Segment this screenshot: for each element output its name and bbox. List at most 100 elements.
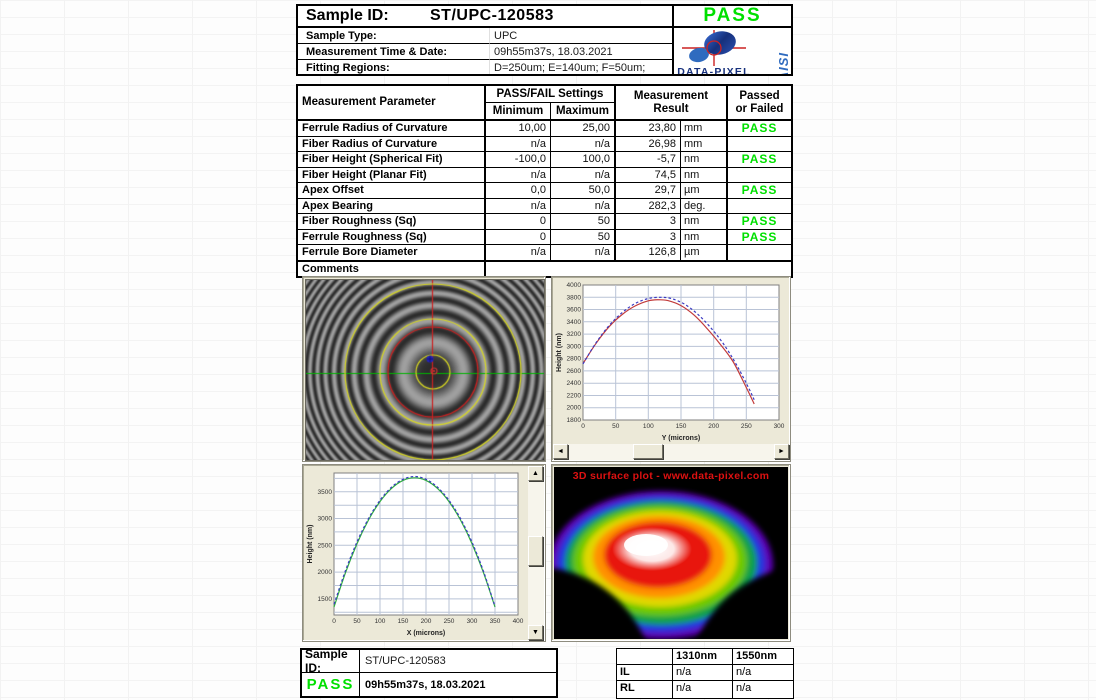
- svg-text:0: 0: [332, 618, 336, 625]
- svg-text:X (microns): X (microns): [407, 630, 446, 637]
- footer-sample-box: Sample ID: ST/UPC-120583 PASS 09h55m37s,…: [300, 647, 558, 698]
- table-row: Fiber Height (Spherical Fit) -100,0 100,…: [298, 152, 791, 168]
- scroll-left-button[interactable]: ◄: [553, 444, 568, 459]
- svg-text:3200: 3200: [567, 331, 582, 338]
- il-1310-value: n/a: [673, 665, 733, 681]
- svg-text:2000: 2000: [318, 569, 333, 576]
- svg-text:3800: 3800: [567, 294, 582, 301]
- table-row: Fiber Radius of Curvature n/a n/a 26,98 …: [298, 136, 791, 152]
- svg-text:200: 200: [421, 618, 432, 625]
- rl-row-label: RL: [617, 681, 673, 698]
- svg-text:2500: 2500: [318, 542, 333, 549]
- status-badge: PASS: [741, 183, 778, 198]
- vertical-scrollbar[interactable]: ▲ ▼: [528, 466, 544, 640]
- svg-text:3000: 3000: [318, 516, 333, 523]
- surface-plot: 3D surface plot - www.data-pixel.com: [554, 467, 788, 639]
- fitting-regions-label: Fitting Regions:: [298, 60, 490, 74]
- table-row: Ferrule Bore Diameter n/a n/a 126,8 µm: [298, 245, 791, 261]
- measurement-table-header: Measurement Parameter PASS/FAIL Settings…: [298, 86, 791, 121]
- svg-text:250: 250: [741, 423, 752, 430]
- svg-text:Y (microns): Y (microns): [662, 435, 700, 442]
- svg-text:3500: 3500: [318, 489, 333, 496]
- horizontal-scrollbar[interactable]: ◄ ►: [553, 444, 789, 460]
- svg-text:100: 100: [375, 618, 386, 625]
- svg-text:2800: 2800: [567, 356, 582, 363]
- il-row-label: IL: [617, 665, 673, 681]
- surface-plot-panel: 3D surface plot - www.data-pixel.com: [551, 464, 791, 642]
- svg-text:400: 400: [513, 618, 524, 625]
- column-header-minimum: Minimum: [486, 103, 551, 119]
- svg-text:2400: 2400: [567, 380, 582, 387]
- rl-1550-value: n/a: [736, 682, 752, 694]
- table-row: Fiber Height (Planar Fit) n/a n/a 74,5 n…: [298, 167, 791, 183]
- header-table: Sample ID: ST/UPC-120583 PASS Sample Typ…: [296, 4, 793, 76]
- interferogram-panel: [302, 276, 546, 462]
- scroll-left-icon: ◄: [557, 448, 564, 455]
- scroll-right-button[interactable]: ►: [774, 444, 789, 459]
- svg-text:150: 150: [398, 618, 409, 625]
- profile-chart-y: 1800 2000 2200 2400 2600 2800 3000 3200 3400 3600…: [556, 282, 785, 442]
- footer-status-badge: PASS: [302, 673, 360, 696]
- footer-sample-id-value: ST/UPC-120583: [360, 650, 556, 673]
- surface-dome-icon: [554, 485, 788, 639]
- status-badge: [728, 168, 791, 183]
- svg-text:3400: 3400: [567, 319, 582, 326]
- svg-text:4000: 4000: [567, 282, 582, 289]
- scrollbar-thumb[interactable]: [528, 536, 543, 566]
- svg-text:300: 300: [467, 618, 478, 625]
- svg-text:300: 300: [774, 423, 785, 430]
- status-badge: [728, 245, 791, 260]
- table-row: Ferrule Radius of Curvature 10,00 25,00 …: [298, 121, 791, 137]
- sample-type-value: UPC: [490, 28, 672, 44]
- column-header-passfail-settings: PASS/FAIL Settings: [486, 86, 616, 103]
- svg-text:Height (nm): Height (nm): [556, 333, 563, 372]
- rl-1310-value: n/a: [673, 681, 733, 698]
- footer-sample-id-label: Sample ID:: [302, 647, 360, 675]
- footer-datetime: 09h55m37s, 18.03.2021: [365, 678, 486, 691]
- wavelength-header-1310: 1310nm: [673, 649, 733, 665]
- svg-text:250: 250: [444, 618, 455, 625]
- comments-row: Comments: [298, 260, 791, 276]
- interferogram-image: [305, 279, 545, 461]
- svg-text:3000: 3000: [567, 343, 582, 350]
- sample-id-row: Sample ID: ST/UPC-120583: [298, 6, 672, 28]
- measurement-time-value: 09h55m37s, 18.03.2021: [490, 44, 672, 60]
- loss-table-corner-cell: [617, 649, 673, 665]
- column-header-status: Passed or Failed: [735, 89, 784, 115]
- status-badge: PASS: [741, 214, 778, 229]
- column-header-parameter: Measurement Parameter: [298, 86, 486, 119]
- status-badge: PASS: [741, 121, 778, 136]
- overall-status-badge: PASS: [672, 5, 791, 28]
- svg-text:1500: 1500: [318, 596, 333, 603]
- svg-text:Height (nm): Height (nm): [307, 525, 314, 564]
- status-badge: [728, 137, 791, 152]
- sample-type-label: Sample Type:: [298, 28, 490, 44]
- surface-plot-title: 3D surface plot - www.data-pixel.com: [572, 470, 770, 482]
- svg-text:3600: 3600: [567, 307, 582, 314]
- scroll-down-button[interactable]: ▼: [528, 625, 543, 640]
- svg-text:150: 150: [676, 423, 687, 430]
- status-badge: PASS: [741, 229, 778, 244]
- scroll-up-button[interactable]: ▲: [528, 466, 543, 481]
- status-badge: [728, 199, 791, 214]
- daisi-wordmark: DAISI: [776, 52, 791, 74]
- measurement-table: Measurement Parameter PASS/FAIL Settings…: [296, 84, 793, 278]
- svg-text:1800: 1800: [567, 417, 582, 424]
- scrollbar-thumb[interactable]: [633, 444, 663, 459]
- svg-text:2000: 2000: [567, 405, 582, 412]
- logo-brand-text: DATA-PIXEL: [677, 66, 750, 74]
- svg-text:2200: 2200: [567, 393, 582, 400]
- comments-value: [486, 262, 791, 276]
- vendor-logo: DATA-PIXEL DAISI: [672, 28, 791, 74]
- profile-chart-x: 1500 2000 2500 3000 3500 0 50 100 150 200 250 300 35…: [307, 472, 524, 637]
- svg-text:2600: 2600: [567, 368, 582, 375]
- scroll-down-icon: ▼: [532, 629, 539, 636]
- comments-label: Comments: [298, 261, 486, 276]
- status-badge: PASS: [741, 152, 778, 167]
- fitting-regions-value: D=250um; E=140um; F=50um;: [494, 62, 646, 74]
- x-profile-panel: 1500 2000 2500 3000 3500 0 50 100 150 200 250 300 35…: [302, 464, 546, 642]
- table-row: Apex Offset 0,0 50,0 29,7 µm PASS: [298, 183, 791, 199]
- scroll-up-icon: ▲: [532, 470, 539, 477]
- sample-id-value: ST/UPC-120583: [430, 7, 554, 24]
- svg-text:50: 50: [612, 423, 620, 430]
